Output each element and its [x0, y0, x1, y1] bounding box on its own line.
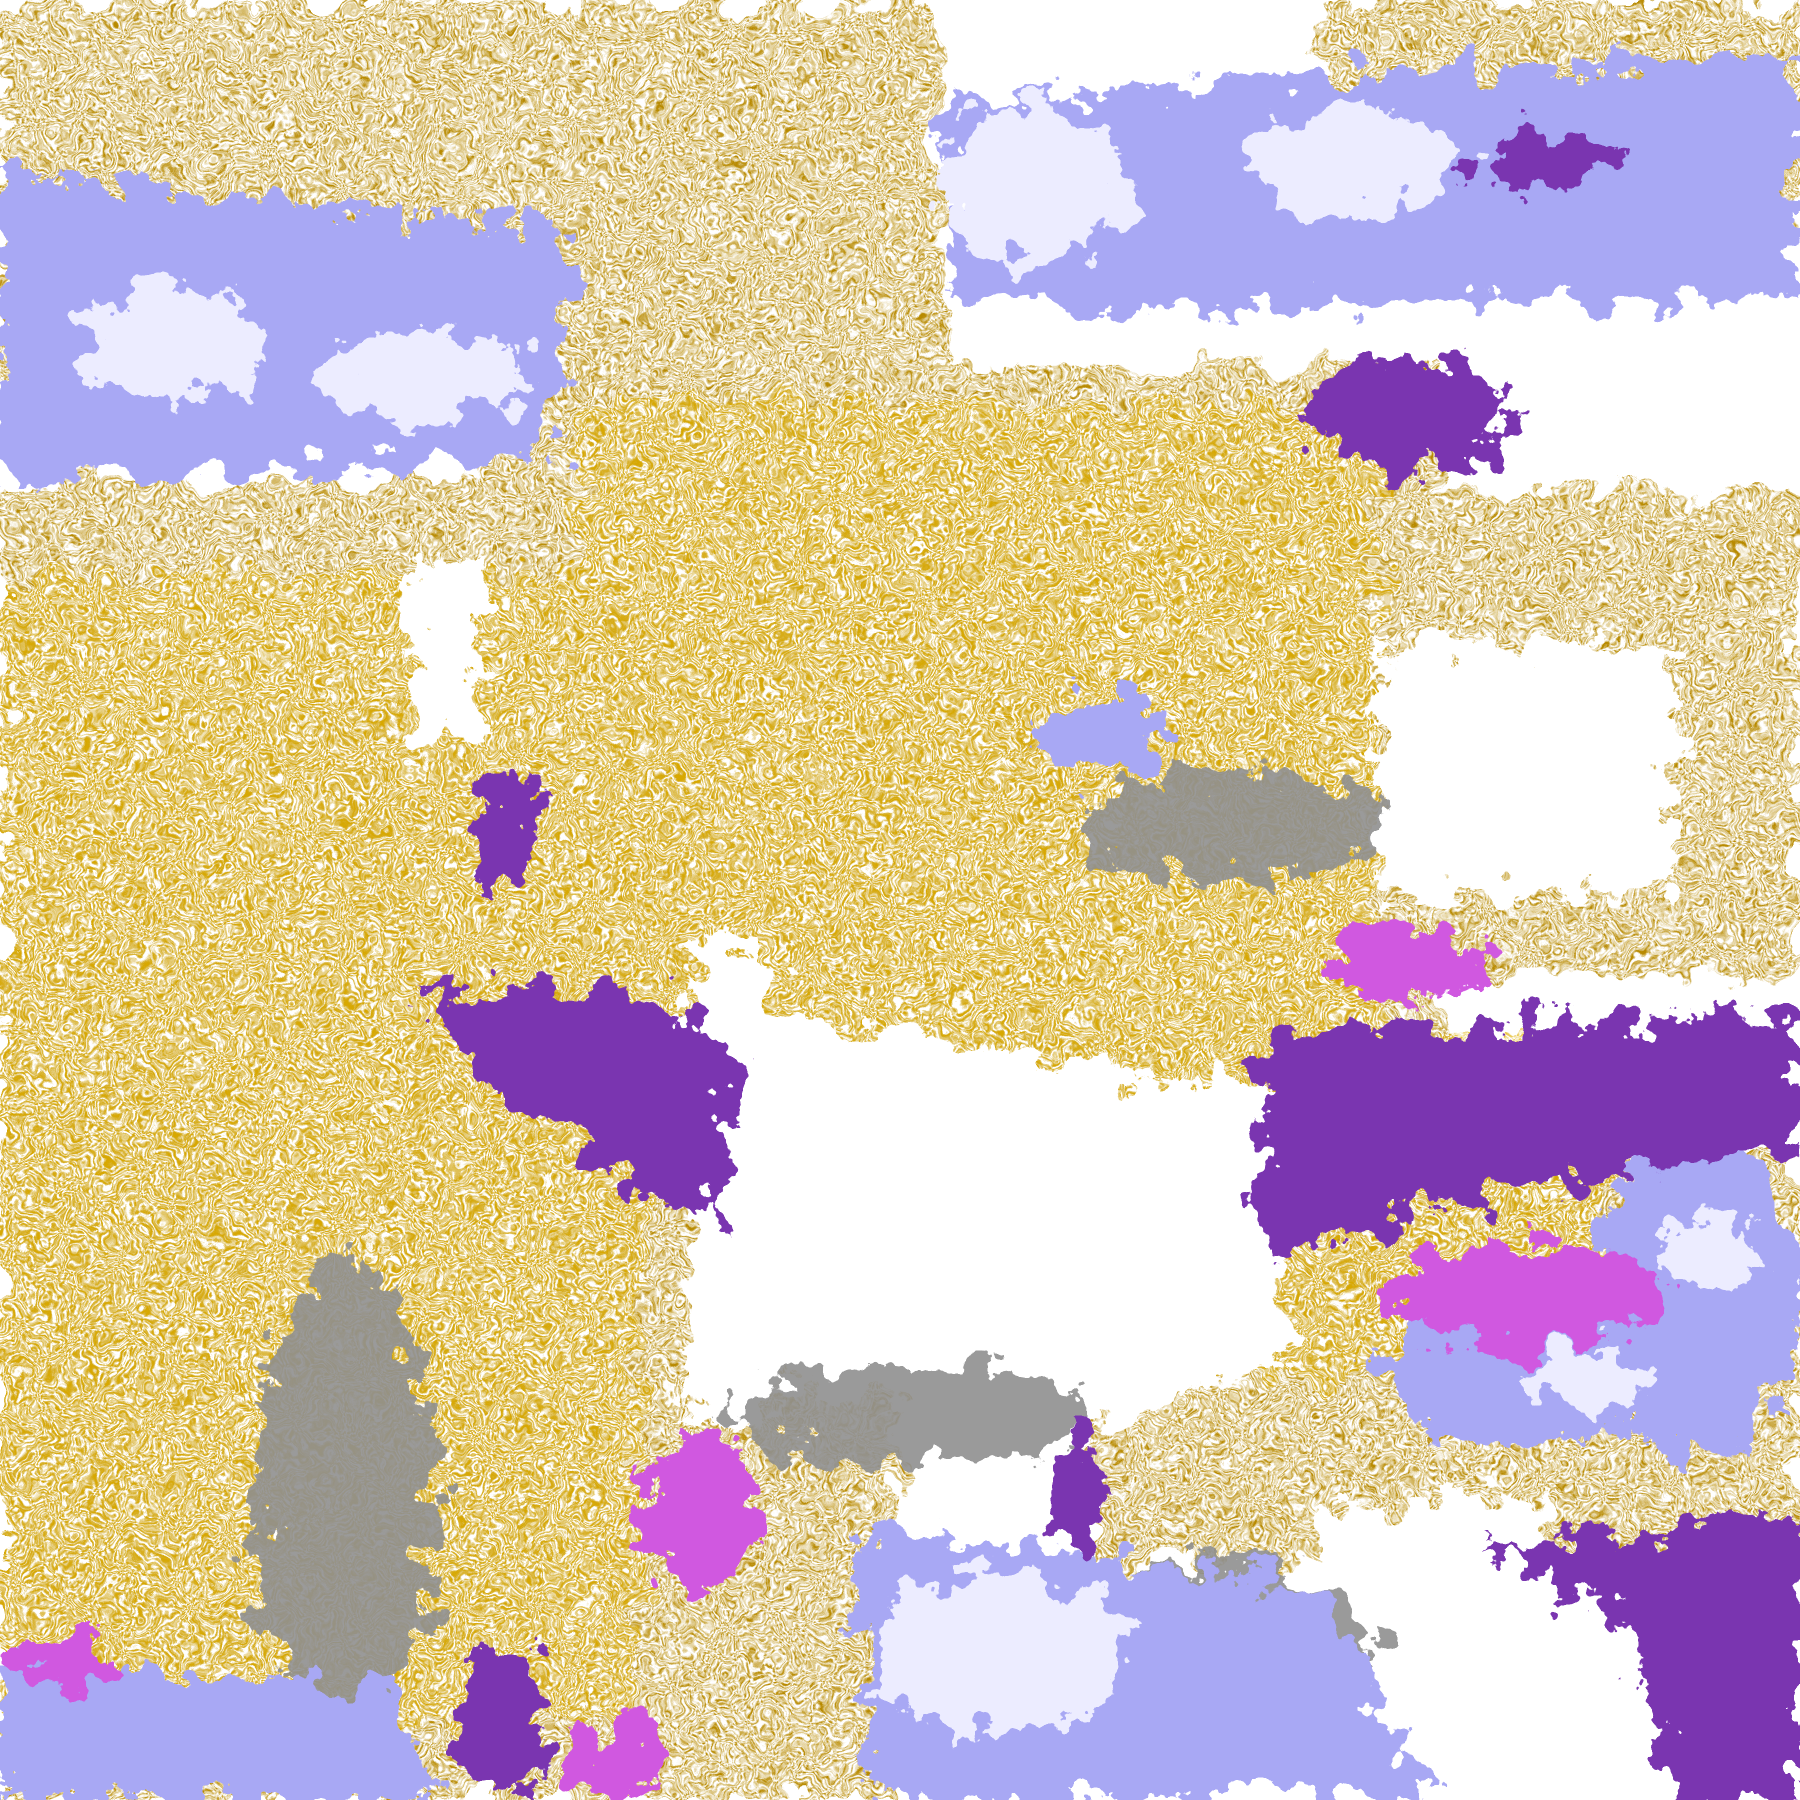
purple-layer — [413, 137, 1800, 1800]
pale-cloud-layer — [80, 103, 1757, 1734]
magenta-layer — [11, 929, 1665, 1797]
